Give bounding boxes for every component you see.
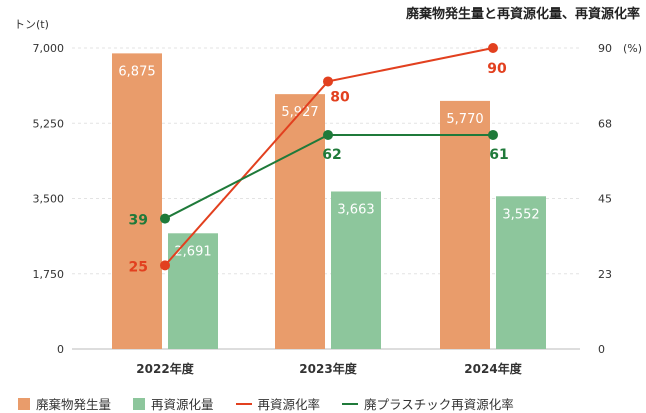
- category-label: 2024年度: [464, 361, 522, 376]
- left-axis-unit: トン(t): [14, 18, 49, 31]
- point-label: 25: [129, 259, 148, 275]
- legend: 廃棄物発生量 再資源化量 再資源化率 廃プラスチック再資源化率: [18, 394, 536, 413]
- bar-label: 3,663: [337, 202, 374, 217]
- bar: [440, 100, 490, 349]
- point-label: 80: [330, 89, 350, 105]
- right-axis-unit: (%): [623, 42, 642, 55]
- left-tick-label: 0: [57, 343, 64, 356]
- right-tick-label: 68: [598, 117, 612, 130]
- bars: [112, 53, 546, 349]
- lines: 25 80 90 39 62 61: [129, 43, 509, 275]
- legend-swatch-plastic-rate: [342, 402, 359, 405]
- bar-label: 5,770: [446, 112, 483, 127]
- left-tick-label: 7,000: [33, 42, 65, 55]
- category-labels: 2022年度 2023年度 2024年度: [136, 361, 522, 376]
- legend-label-plastic-rate: 廃プラスチック再資源化率: [364, 397, 514, 412]
- legend-label-recycled: 再資源化量: [151, 397, 214, 412]
- category-label: 2022年度: [136, 361, 194, 376]
- right-tick-label: 23: [598, 268, 612, 281]
- bar-label: 6,875: [118, 64, 155, 79]
- point-label: 61: [489, 147, 508, 163]
- legend-item-recycle-rate: 再資源化率: [235, 394, 321, 413]
- chart: 廃棄物発生量と再資源化量、再資源化率 トン(t) (%) 0 1,750 3,500…: [14, 6, 642, 376]
- bar: [331, 191, 381, 349]
- right-tick-label: 45: [598, 193, 612, 206]
- bar: [275, 94, 325, 349]
- legend-label-waste: 廃棄物発生量: [36, 397, 112, 412]
- category-label: 2023年度: [299, 361, 357, 376]
- legend-swatch-recycled: [133, 397, 146, 410]
- left-tick-label: 3,500: [33, 193, 65, 206]
- point-label: 39: [129, 213, 148, 229]
- legend-item-recycled: 再資源化量: [133, 394, 214, 413]
- point-label: 90: [487, 61, 507, 77]
- line-point: [323, 129, 333, 140]
- line-point: [488, 129, 498, 140]
- line-point: [160, 260, 170, 271]
- right-tick-label: 90: [598, 42, 612, 55]
- bar-label: 2,691: [174, 244, 211, 259]
- right-axis-ticks: 0 23 45 68 90: [598, 42, 612, 356]
- right-tick-label: 0: [598, 343, 605, 356]
- chart-title: 廃棄物発生量と再資源化量、再資源化率: [405, 6, 640, 22]
- line-point: [323, 76, 333, 87]
- line-point: [160, 213, 170, 224]
- legend-label-recycle-rate: 再資源化率: [257, 397, 321, 412]
- legend-swatch-waste: [18, 397, 30, 410]
- left-tick-label: 1,750: [33, 268, 65, 281]
- bar: [496, 196, 546, 349]
- left-tick-label: 5,250: [33, 117, 65, 130]
- line-point: [488, 43, 498, 53]
- left-axis-ticks: 0 1,750 3,500 5,250 7,000: [33, 42, 65, 356]
- point-label: 62: [322, 147, 341, 163]
- legend-swatch-recycle-rate: [235, 402, 252, 405]
- legend-item-waste: 廃棄物発生量: [18, 394, 111, 413]
- bar-label: 3,552: [502, 207, 539, 222]
- bar: [112, 53, 162, 349]
- legend-item-plastic-rate: 廃プラスチック再資源化率: [342, 394, 514, 413]
